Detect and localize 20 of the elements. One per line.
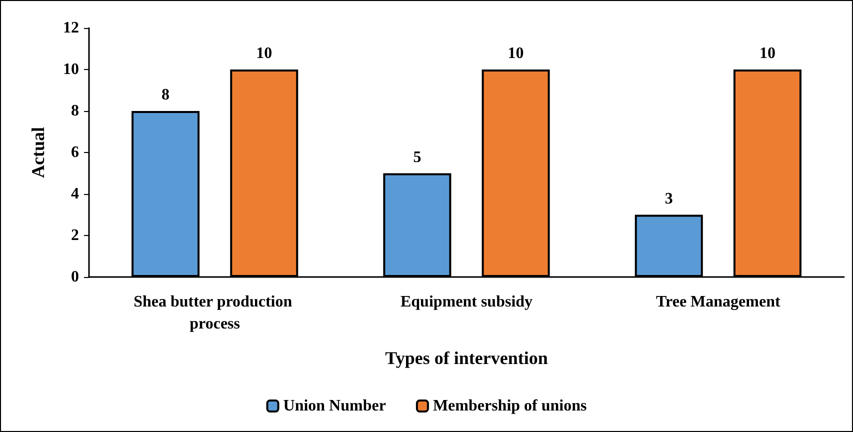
y-tick-label: 8 (71, 102, 79, 120)
data-label: 10 (256, 45, 272, 62)
y-tick-label: 10 (63, 61, 79, 78)
x-axis-title: Types of intervention (385, 348, 548, 368)
y-tick-label: 0 (71, 268, 79, 286)
x-tick-label: Shea butter production process (134, 294, 296, 332)
y-tick-label: 12 (63, 20, 79, 36)
y-tick-label: 6 (71, 144, 79, 161)
legend-label: Union Number (283, 398, 386, 414)
y-tick-label: 4 (71, 186, 79, 202)
y-tick-label: 2 (71, 227, 79, 244)
data-label: 10 (759, 45, 776, 62)
data-label: 3 (664, 190, 673, 208)
data-label: 8 (162, 86, 170, 104)
data-label: 10 (508, 45, 524, 62)
data-label: 5 (413, 148, 422, 166)
x-tick-label: Equipment subsidy (400, 294, 533, 310)
y-axis-title: Actual (28, 127, 48, 178)
legend-label: Membership of unions (432, 398, 587, 414)
x-tick-label: Tree Management (656, 294, 781, 310)
